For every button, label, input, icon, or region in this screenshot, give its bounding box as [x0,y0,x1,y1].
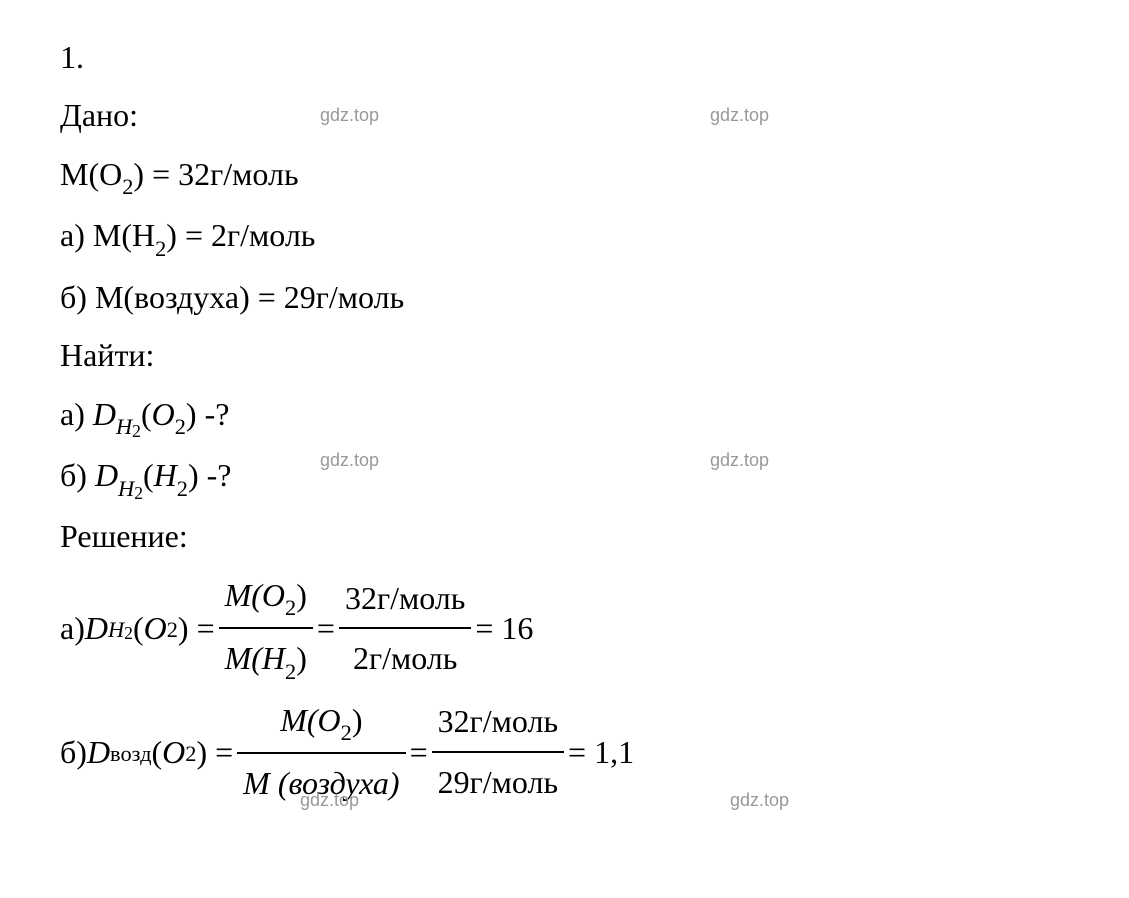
paren-open: ( [143,457,154,493]
result: = 16 [475,601,533,655]
result: = 1,1 [568,725,634,779]
arg-O: O [162,725,185,779]
arg-H: H [154,457,177,493]
find-line-b: б) DH2(H2) -? [60,448,1069,505]
sub-2: 2 [124,619,133,649]
text: ) [352,702,363,738]
var-D: D [93,396,116,432]
problem-number: 1. [60,30,1069,84]
watermark: gdz.top [300,790,359,811]
text: M(O [225,577,285,613]
text: а) [60,396,93,432]
denominator: M(H2) [219,629,313,688]
fraction-1: M(O2) M(H2) [219,568,313,689]
find-line-a: а) DH2(O2) -? [60,387,1069,444]
watermark: gdz.top [320,105,379,126]
paren-close: ) [188,457,199,493]
text: -? [199,457,232,493]
denominator: 2г/моль [339,629,471,685]
sub-H: H [116,414,132,439]
paren-open: ( [152,725,163,779]
text: ) [296,640,307,676]
sub-H: H [108,611,124,649]
sub-H: H [118,476,134,501]
arg-O: O [144,601,167,655]
paren-open: ( [141,396,152,432]
text: ) [296,577,307,613]
text: ) = 2г/моль [166,217,315,253]
text: M(O [60,156,122,192]
sub-2: 2 [132,421,141,441]
text: б) [60,725,87,779]
document-content: 1. Дано: M(O2) = 32г/моль а) M(H2) = 2г/… [60,30,1069,811]
text: = [410,725,428,779]
text: = [317,601,335,655]
numerator: 32г/моль [432,694,564,752]
sub-vozd: возд [110,735,151,773]
text: ) = 32г/моль [133,156,298,192]
text: ) = [196,725,233,779]
var-D: D [87,725,110,779]
subscript: 2 [341,720,352,745]
var-D: D [85,601,108,655]
sub-2: 2 [134,483,143,503]
text: а) M(H [60,217,155,253]
arg-O: O [152,396,175,432]
solution-line-a: а) DH2(O2) = M(O2) M(H2) = 32г/моль 2г/м… [60,568,1069,689]
text: ) = [178,601,215,655]
find-label: Найти: [60,328,1069,382]
text: б) [60,457,95,493]
numerator: M(O2) [219,568,313,629]
subscript: 2 [155,236,166,261]
arg-sub: 2 [167,611,178,649]
arg-sub: 2 [175,414,186,439]
paren-open: ( [133,601,144,655]
given-line-3: б) M(воздуха) = 29г/моль [60,270,1069,324]
watermark: gdz.top [710,450,769,471]
numerator: M(O2) [237,693,405,754]
denominator: 29г/моль [432,753,564,809]
subscript: 2 [285,659,296,684]
numerator: 32г/моль [339,571,471,629]
arg-sub: 2 [177,476,188,501]
text: а) [60,601,85,655]
given-label: Дано: [60,88,1069,142]
given-line-1: M(O2) = 32г/моль [60,147,1069,204]
watermark: gdz.top [320,450,379,471]
watermark: gdz.top [710,105,769,126]
watermark: gdz.top [730,790,789,811]
text: -? [197,396,230,432]
text: M(O [280,702,340,738]
text: M(H [225,640,285,676]
fraction-2: 32г/моль 2г/моль [339,571,471,686]
arg-sub: 2 [185,735,196,773]
paren-close: ) [186,396,197,432]
given-line-2: а) M(H2) = 2г/моль [60,208,1069,265]
fraction-2: 32г/моль 29г/моль [432,694,564,809]
solution-label: Решение: [60,509,1069,563]
var-D: D [95,457,118,493]
subscript: 2 [122,174,133,199]
subscript: 2 [285,595,296,620]
solution-line-b: б) Dвозд(O2) = M(O2) M (воздуха) = 32г/м… [60,693,1069,811]
